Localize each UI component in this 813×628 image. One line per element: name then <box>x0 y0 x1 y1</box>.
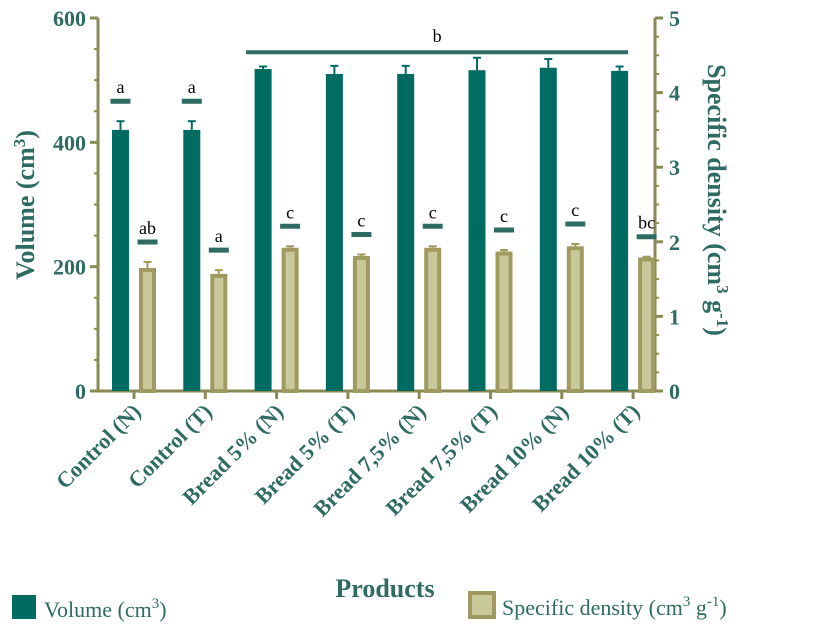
significance-letter-volume: a <box>188 77 196 97</box>
y-tick-label-right: 5 <box>669 6 680 31</box>
y-ticks-right: 0 1 2 3 4 5 <box>655 6 680 404</box>
significance-letter-specific-density: bc <box>638 213 655 233</box>
bar-volume <box>325 73 343 391</box>
y-axis-left-label: Volume (cm3) <box>10 130 40 280</box>
bar-specific-density <box>281 247 299 393</box>
y-ticks-left: 0 200 400 600 <box>53 6 98 404</box>
significance-letter-specific-density: a <box>215 226 223 246</box>
y-tick-label-right: 3 <box>669 155 680 180</box>
legend-label-specific-density: Specific density (cm3 g-1) <box>502 594 727 620</box>
bar-specific-density <box>210 273 228 393</box>
bar-volume <box>468 70 486 391</box>
group-significance-letter: b <box>433 26 442 46</box>
bar-specific-density <box>139 267 156 393</box>
significance-letter-specific-density: c <box>571 200 579 220</box>
y-tick-label-right: 4 <box>669 81 680 106</box>
bar-volume <box>397 73 415 391</box>
y-tick-label-right: 0 <box>669 379 680 404</box>
y-tick-label-left: 400 <box>53 130 86 155</box>
bar-volume <box>183 129 201 391</box>
y-tick-label-left: 200 <box>53 255 86 280</box>
significance-letter-specific-density: c <box>286 202 294 222</box>
bar-volume <box>539 67 557 391</box>
legend-swatch-specific-density <box>468 591 496 619</box>
y-axis-right-label: Specific density (cm3 g-1) <box>702 64 732 336</box>
y-tick-label-right: 1 <box>669 304 680 329</box>
legend-label-volume: Volume (cm3) <box>44 596 167 622</box>
legend-swatch-volume <box>12 595 36 619</box>
category-labels: Control (N)Control (T)Bread 5% (N)Bread … <box>51 391 645 521</box>
legend: Volume (cm3) Specific density (cm3 g-1) <box>12 591 727 622</box>
y-tick-label-left: 0 <box>75 379 86 404</box>
significance-letter-volume: a <box>117 77 125 97</box>
bar-specific-density <box>424 247 442 393</box>
bar-volume <box>611 70 629 391</box>
x-axis-label: Products <box>335 574 434 603</box>
bar-volume <box>112 129 129 391</box>
bar-specific-density <box>566 246 584 393</box>
significance-letter-specific-density: c <box>357 210 365 230</box>
y-tick-label-right: 2 <box>669 230 680 255</box>
plot-area: 0 200 400 600 0 1 2 3 4 5 a ab a a c c c c c bc b Control … <box>51 6 680 521</box>
significance-letter-specific-density: c <box>500 206 508 226</box>
bar-volume <box>254 68 272 391</box>
bars <box>112 56 656 393</box>
significance-letter-specific-density: ab <box>139 218 156 238</box>
bar-specific-density <box>495 251 513 393</box>
significance-letter-specific-density: c <box>429 202 437 222</box>
bar-specific-density <box>638 257 656 393</box>
bar-specific-density <box>352 255 370 393</box>
y-tick-label-left: 600 <box>53 6 86 31</box>
significance-letters: a ab a a c c c c c bc b <box>110 26 657 253</box>
